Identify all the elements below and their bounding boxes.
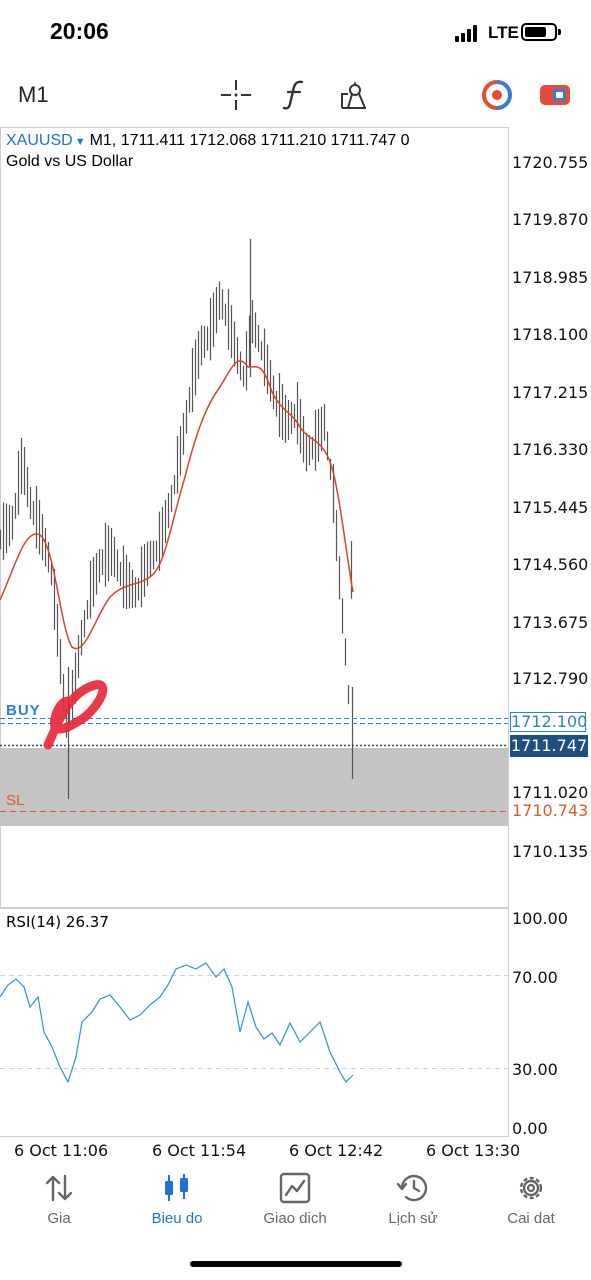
price-axis-label: 1715.445 bbox=[512, 498, 589, 517]
bottom-navigation: Gia Bieu do Giao dich Lịch sử Cai da bbox=[0, 1162, 591, 1242]
rsi-line bbox=[0, 962, 354, 1084]
stop-loss-label[interactable]: SL bbox=[6, 792, 25, 809]
rsi-indicator-title: RSI(14) 26.37 bbox=[6, 913, 109, 931]
moving-average-line bbox=[0, 360, 354, 650]
nav-item-history[interactable]: Lịch sử bbox=[358, 1162, 468, 1232]
settings-gear-icon bbox=[519, 1176, 543, 1200]
chart-toolbar: M1 bbox=[0, 68, 591, 122]
symbol-name[interactable]: XAUUSD bbox=[6, 132, 73, 149]
price-axis-label: 1714.560 bbox=[512, 555, 589, 574]
candlestick-chart-icon bbox=[165, 1174, 188, 1201]
rsi-axis-label: 0.00 bbox=[512, 1119, 548, 1138]
symbol-description: Gold vs US Dollar bbox=[6, 153, 134, 170]
price-axis-label: 1717.215 bbox=[512, 383, 589, 402]
stop-loss-price-tag: 1710.743 bbox=[512, 801, 589, 820]
buy-price-tag: 1712.100 bbox=[510, 712, 588, 732]
symbol-header: XAUUSD ▼ M1, 1711.411 1712.068 1711.210 17… bbox=[6, 132, 410, 150]
time-axis-label: 6 Oct 11:54 bbox=[152, 1141, 247, 1160]
nav-label: Lịch sử bbox=[388, 1210, 438, 1227]
price-axis-label: 1718.100 bbox=[512, 325, 589, 344]
price-axis-label: 1718.985 bbox=[512, 268, 589, 287]
trade-chart-icon bbox=[279, 1172, 311, 1204]
ohlc-info: M1, 1711.411 1712.068 1711.210 1711.747 … bbox=[89, 132, 410, 149]
price-axis-label: 1720.755 bbox=[512, 153, 589, 172]
battery-icon bbox=[521, 23, 561, 41]
nav-item-settings[interactable]: Cai dat bbox=[476, 1162, 586, 1232]
red-scribble-annotation bbox=[43, 680, 108, 750]
nav-label: Bieu do bbox=[151, 1210, 203, 1227]
crosshair-icon[interactable] bbox=[219, 78, 253, 112]
signal-strength-icon bbox=[455, 24, 481, 42]
one-click-trading-icon[interactable] bbox=[480, 78, 514, 112]
nav-label: Giao dich bbox=[263, 1210, 327, 1227]
timeframe-button[interactable]: M1 bbox=[18, 82, 49, 107]
nav-label: Gia bbox=[47, 1210, 71, 1227]
status-time: 20:06 bbox=[50, 18, 109, 44]
price-axis-label: 1710.135 bbox=[512, 842, 589, 861]
drawing-tools-icon[interactable] bbox=[338, 78, 372, 112]
price-axis-label: 1712.790 bbox=[512, 669, 589, 688]
price-chart-canvas[interactable] bbox=[0, 127, 591, 1137]
rsi-axis-label: 30.00 bbox=[512, 1060, 558, 1079]
chart-area[interactable]: XAUUSD ▼ M1, 1711.411 1712.068 1711.210 17… bbox=[0, 127, 591, 1160]
price-axis-label: 1713.675 bbox=[512, 613, 589, 632]
current-price-tag: 1711.747 bbox=[510, 735, 588, 757]
time-axis-label: 6 Oct 13:30 bbox=[426, 1141, 521, 1160]
function-icon[interactable] bbox=[278, 78, 312, 112]
quotes-arrows-icon bbox=[45, 1174, 73, 1202]
network-type: LTE bbox=[488, 23, 519, 42]
rsi-axis-label: 100.00 bbox=[512, 909, 568, 928]
price-axis-label: 1716.330 bbox=[512, 440, 589, 459]
price-axis-label: 1719.870 bbox=[512, 210, 589, 229]
nav-item-trade[interactable]: Giao dich bbox=[240, 1162, 350, 1232]
rsi-axis-label: 70.00 bbox=[512, 968, 558, 987]
history-clock-icon bbox=[396, 1174, 428, 1202]
time-axis-label: 6 Oct 11:06 bbox=[14, 1141, 109, 1160]
status-bar: 20:06 LTE bbox=[0, 0, 591, 64]
price-axis-label: 1711.020 bbox=[512, 783, 589, 802]
stop-loss-zone bbox=[0, 748, 508, 826]
nav-item-chart[interactable]: Bieu do bbox=[122, 1162, 232, 1232]
buy-order-label[interactable]: BUY bbox=[6, 702, 41, 719]
nav-label: Cai dat bbox=[507, 1210, 555, 1227]
chart-mode-icon[interactable] bbox=[538, 78, 572, 112]
time-axis-label: 6 Oct 12:42 bbox=[289, 1141, 384, 1160]
nav-item-quotes[interactable]: Gia bbox=[4, 1162, 114, 1232]
symbol-dropdown-icon[interactable]: ▼ bbox=[74, 136, 86, 148]
home-indicator bbox=[190, 1261, 402, 1267]
